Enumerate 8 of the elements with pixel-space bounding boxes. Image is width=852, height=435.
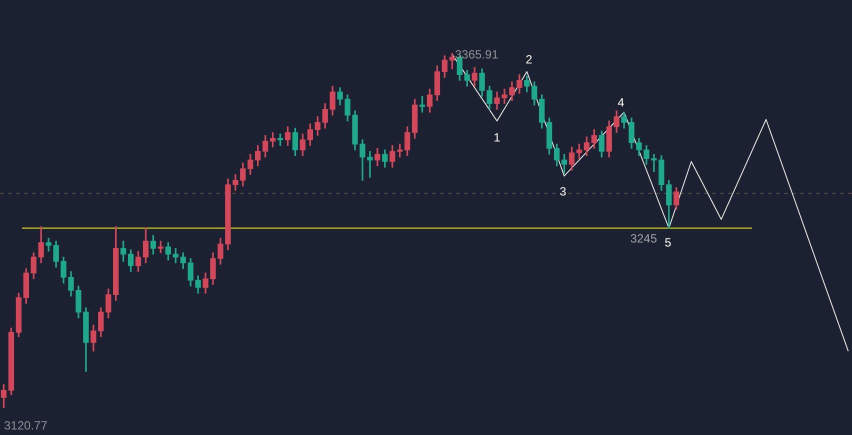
annotation: 5 [664,235,672,250]
annotation: 2 [526,52,533,66]
annotation: 1 [494,130,501,144]
ref-line-label: 3245 [630,231,658,246]
annotation: 4 [618,95,625,110]
annotation: 3365.91 [455,47,499,62]
text: 3120.77 [4,418,48,432]
annotation: 3 [560,184,567,198]
